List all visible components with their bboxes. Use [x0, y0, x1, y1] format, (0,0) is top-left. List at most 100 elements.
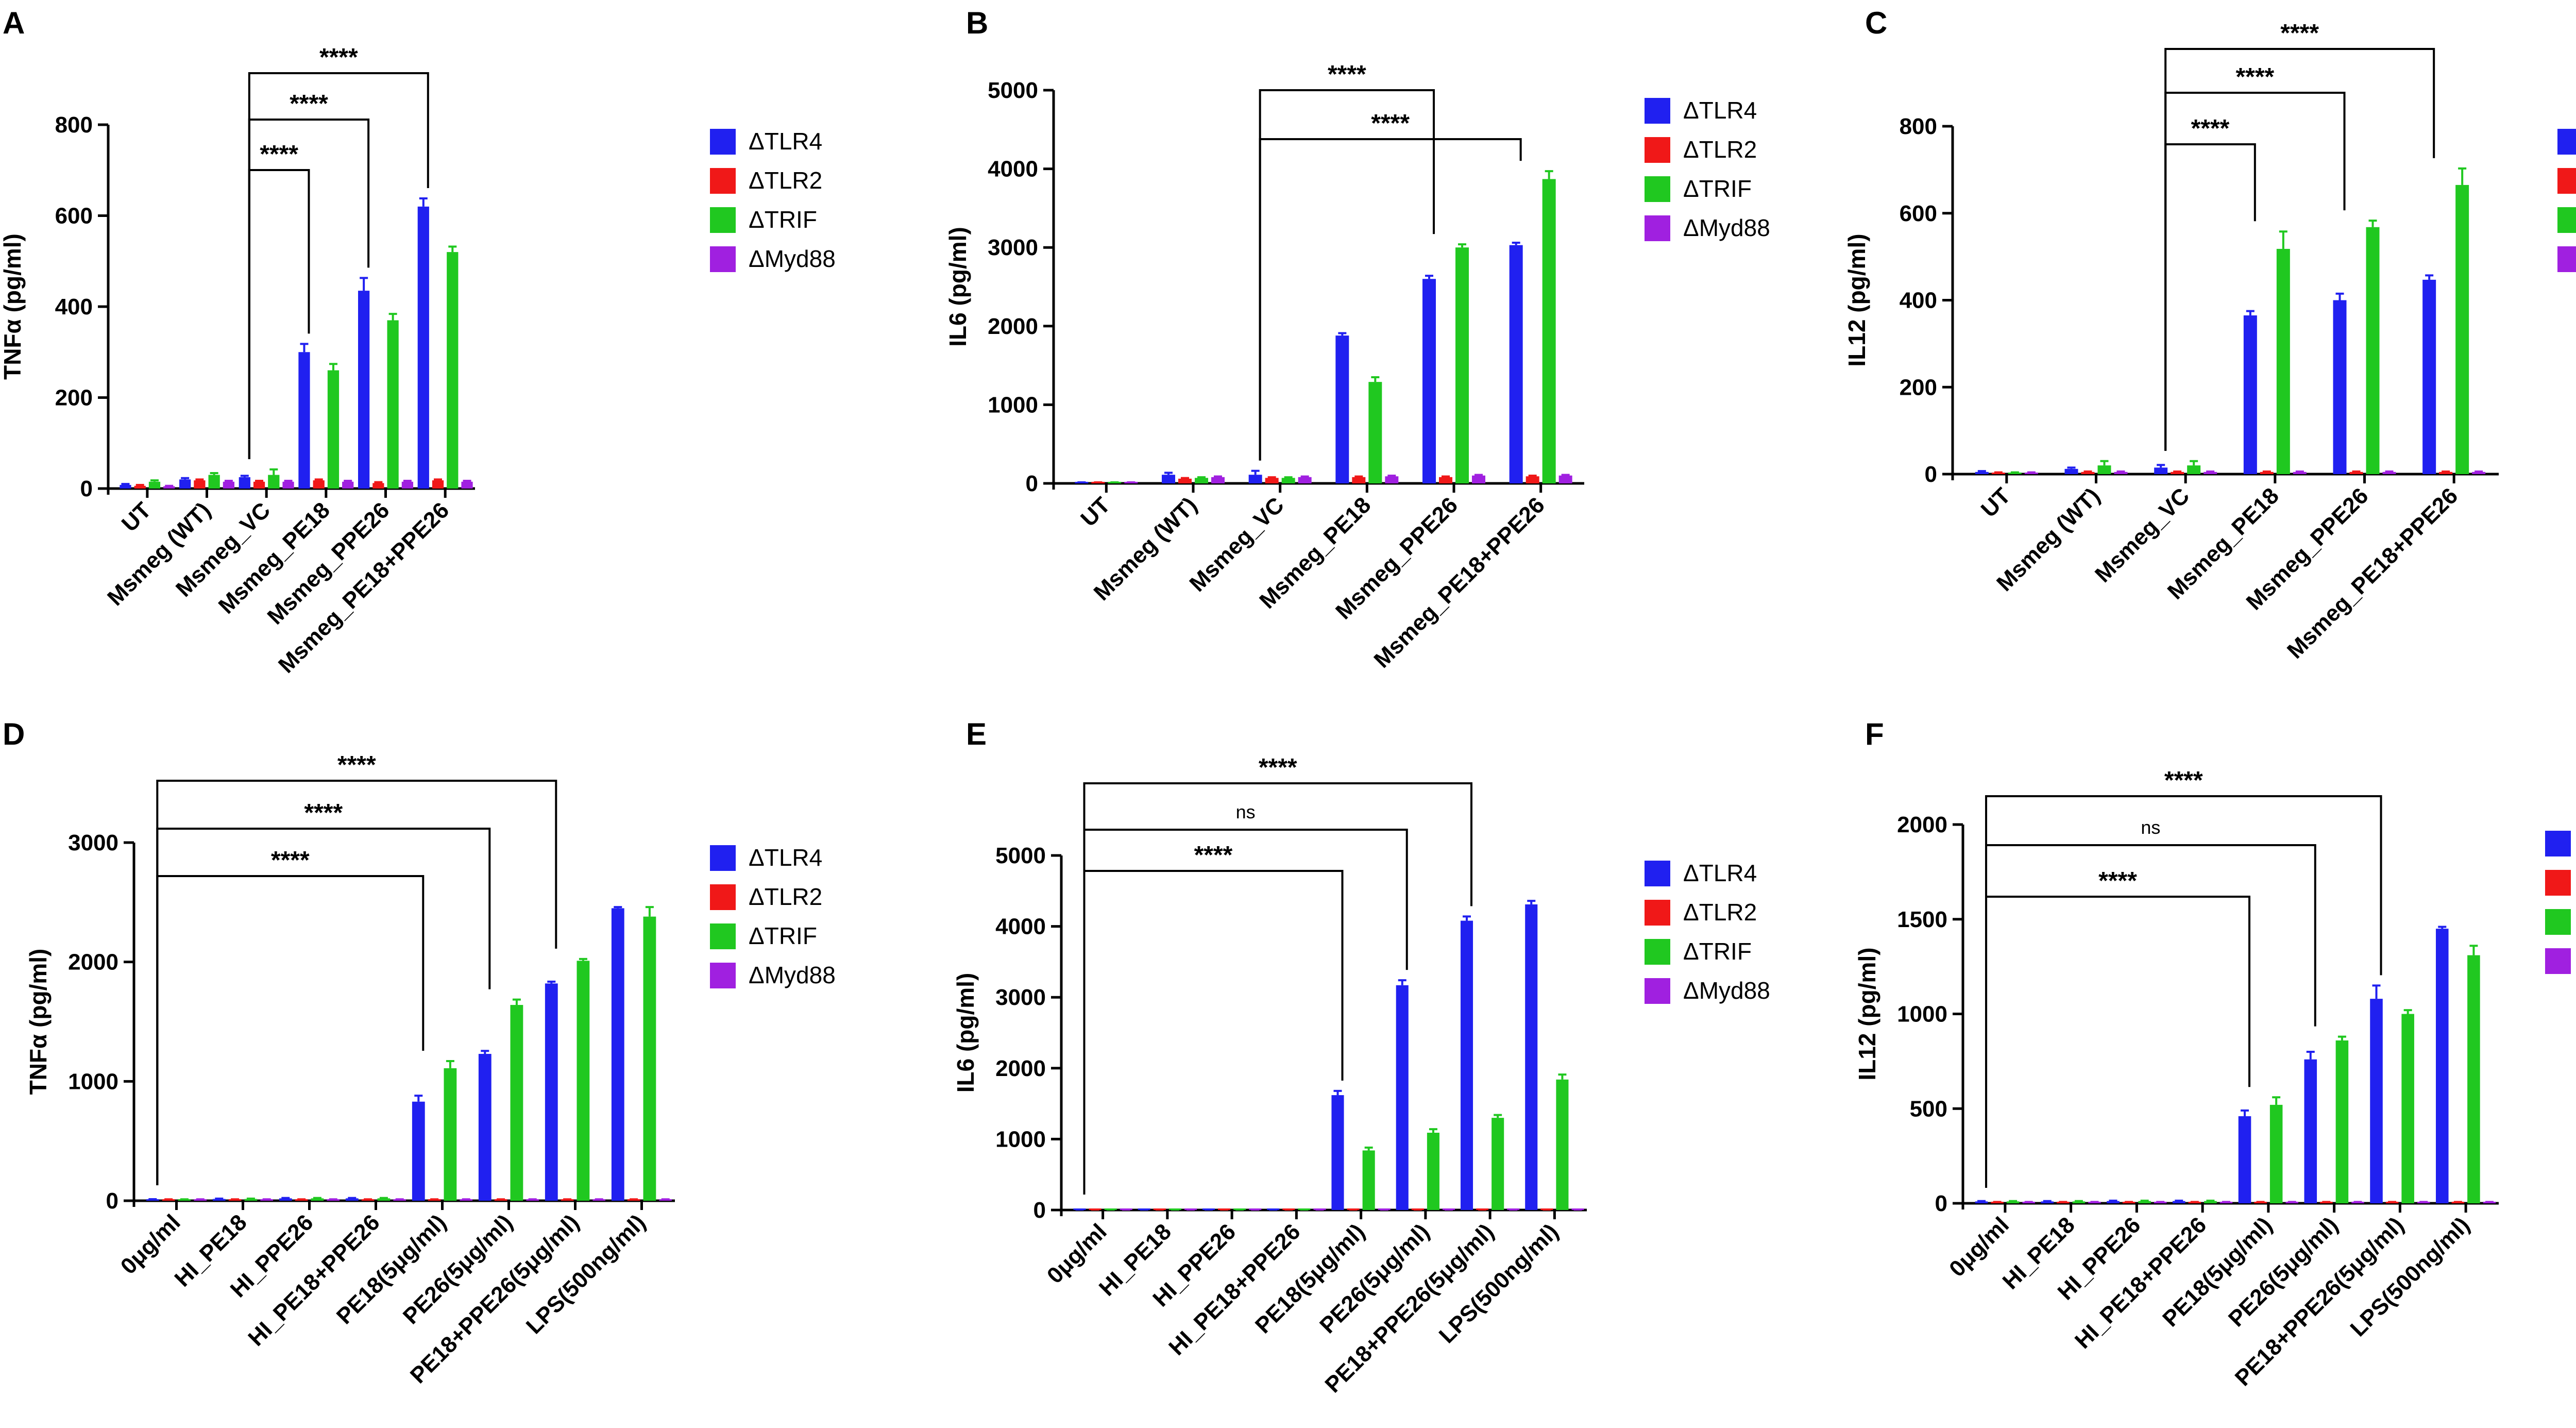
bar	[2172, 1201, 2185, 1203]
legend-swatch	[710, 884, 736, 910]
bar	[611, 908, 624, 1201]
bar	[2041, 1201, 2054, 1203]
bar	[2107, 1201, 2120, 1203]
bar	[2335, 1040, 2349, 1203]
significance-label: ****	[1371, 110, 1410, 137]
y-tick-label: 3000	[995, 985, 1046, 1010]
significance-bracket	[1083, 782, 1472, 1195]
legend-swatch	[710, 207, 736, 233]
legend-swatch	[2545, 909, 2571, 935]
significance-label: ****	[2191, 115, 2230, 142]
legend-label: ΔTLR2	[749, 167, 822, 194]
x-tick-label: Msmeg_PE18+PPE26	[1369, 492, 1549, 673]
bar	[478, 1054, 492, 1201]
bar	[1178, 478, 1192, 483]
significance-label: ****	[304, 799, 343, 827]
significance-bracket	[1083, 829, 1408, 1195]
bar	[1975, 1201, 1988, 1203]
y-tick-label: 4000	[988, 157, 1038, 182]
bar	[1331, 1095, 1344, 1210]
bar	[2467, 955, 2480, 1203]
legend-label: ΔMyd88	[749, 962, 836, 988]
bar	[2154, 467, 2168, 474]
bar	[1162, 475, 1175, 483]
bar	[134, 485, 146, 489]
bar	[1298, 477, 1312, 483]
bar	[2401, 1014, 2414, 1203]
x-tick-label: Msmeg (WT)	[103, 497, 216, 611]
bar	[2370, 999, 2383, 1203]
bar	[1352, 477, 1366, 483]
bar	[2187, 465, 2201, 474]
panel-letter: C	[1865, 6, 1887, 40]
bar	[2006, 1201, 2020, 1203]
legend-label: ΔMyd88	[749, 245, 836, 272]
significance-label: ****	[1194, 842, 1233, 869]
bar	[163, 486, 175, 489]
y-axis-label: IL6 (pg/ml)	[944, 227, 971, 347]
bar	[311, 1198, 324, 1201]
significance-label: ****	[337, 751, 376, 779]
bar	[1281, 478, 1295, 483]
bar	[1455, 247, 1469, 483]
legend-swatch	[1645, 137, 1670, 163]
y-tick-label: 1000	[988, 392, 1038, 417]
legend-swatch	[1645, 939, 1670, 965]
bar	[244, 1199, 258, 1201]
bar	[212, 1199, 226, 1201]
bar	[208, 475, 220, 489]
legend-swatch	[2545, 948, 2571, 974]
legend-label: ΔTLR4	[749, 844, 822, 871]
y-tick-label: 0	[1033, 1198, 1046, 1223]
y-tick-label: 1000	[995, 1127, 1046, 1152]
legend-label: ΔTRIF	[749, 206, 817, 233]
panel-b: B 0 1000 2000 3000 4000 5000 IL6 (pg/ml) UT Msmeg…	[944, 6, 1770, 673]
bar	[2204, 1201, 2217, 1203]
legend-swatch	[2557, 246, 2576, 272]
y-tick-label: 2000	[1897, 812, 1947, 837]
bar	[1385, 476, 1399, 483]
bar	[313, 480, 325, 489]
legend-swatch	[1645, 900, 1670, 926]
bar	[239, 477, 250, 489]
bar	[2238, 1116, 2251, 1203]
significance-label: ns	[1236, 801, 1256, 822]
legend-label: ΔTLR4	[1683, 97, 1757, 124]
y-axis-label: TNFα (pg/ml)	[0, 233, 26, 380]
y-tick-label: 1000	[68, 1069, 118, 1094]
y-tick-label: 0	[106, 1188, 118, 1214]
bar	[2269, 1104, 2283, 1203]
y-tick-label: 1500	[1897, 907, 1947, 932]
legend-swatch	[710, 168, 736, 194]
y-tick-label: 1000	[1897, 1002, 1947, 1027]
significance-label: ****	[2164, 767, 2203, 794]
y-tick-label: 0	[1026, 471, 1038, 496]
bar	[298, 352, 310, 489]
bar	[2064, 468, 2078, 474]
significance-label: ****	[2235, 63, 2274, 91]
bar	[1439, 477, 1452, 483]
bar	[2293, 472, 2307, 474]
legend-swatch	[2545, 870, 2571, 896]
bar	[1248, 475, 1262, 483]
bar	[194, 480, 206, 489]
y-tick-label: 0	[1935, 1191, 1947, 1216]
x-tick-label: UT	[1976, 483, 2015, 522]
significance-bracket	[156, 780, 557, 1185]
significance-label: ****	[271, 847, 310, 874]
bar	[179, 479, 191, 489]
x-tick-label: PE26(5μg/ml)	[1315, 1219, 1434, 1338]
bar	[1396, 985, 1409, 1210]
bar	[1211, 477, 1225, 483]
legend-swatch	[710, 246, 736, 272]
legend-swatch	[710, 845, 736, 871]
significance-label: ****	[2280, 20, 2319, 47]
legend-swatch	[1645, 978, 1670, 1004]
y-tick-label: 2000	[68, 950, 118, 975]
bar	[223, 481, 234, 489]
legend-label: ΔTLR2	[1683, 136, 1757, 163]
